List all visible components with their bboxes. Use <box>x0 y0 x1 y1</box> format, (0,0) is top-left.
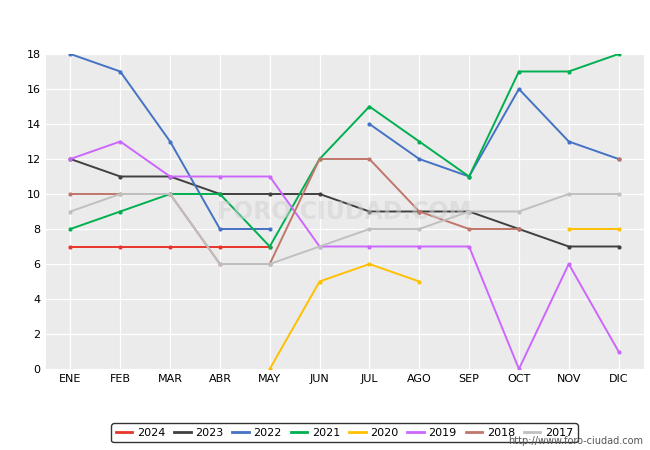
Text: FORO CIUDAD.COM: FORO CIUDAD.COM <box>217 199 472 224</box>
Text: http://www.foro-ciudad.com: http://www.foro-ciudad.com <box>508 436 644 446</box>
Legend: 2024, 2023, 2022, 2021, 2020, 2019, 2018, 2017: 2024, 2023, 2022, 2021, 2020, 2019, 2018… <box>111 423 578 442</box>
Text: Afiliados en Matet a 31/5/2024: Afiliados en Matet a 31/5/2024 <box>198 14 452 33</box>
